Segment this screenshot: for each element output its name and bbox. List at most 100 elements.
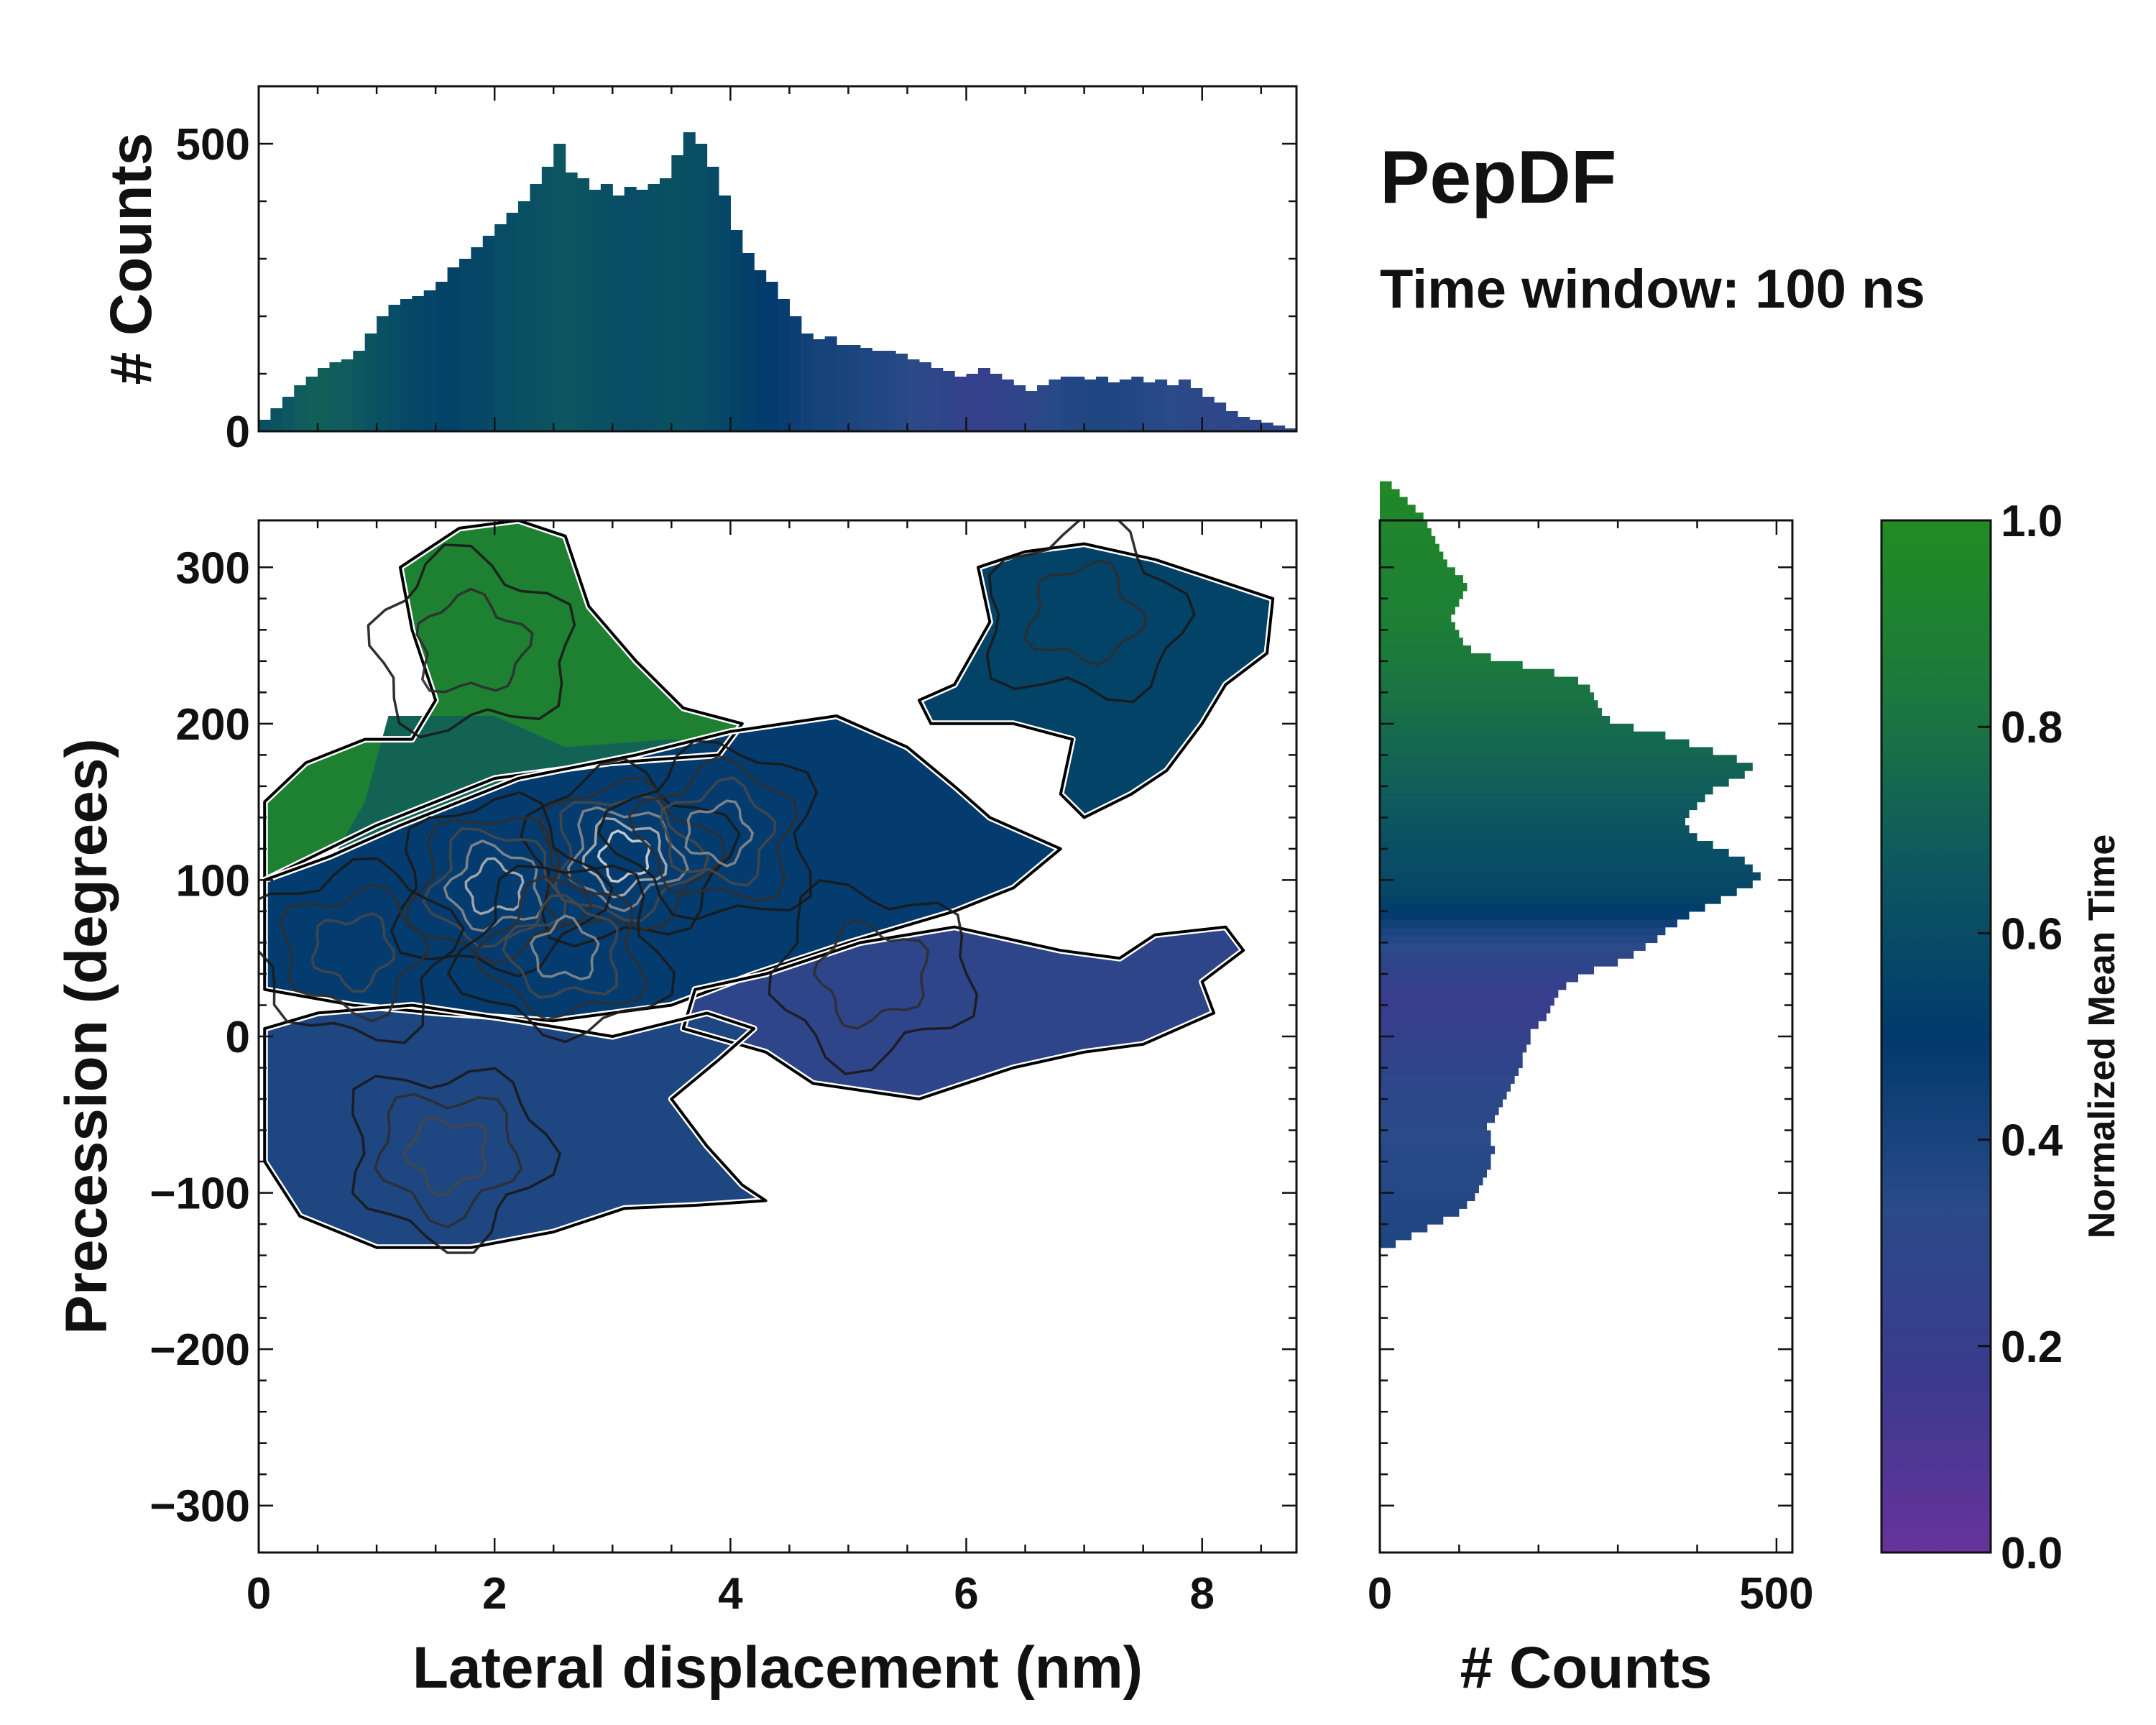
top-histogram-bar [353,351,366,431]
right-histogram-panel: 0 500 # Counts [1368,481,1814,1701]
top-histogram-bar [377,316,390,431]
right-histogram-bar [1380,505,1416,513]
heatmap-density-contour [768,879,979,1075]
main-xlabel: Lateral displacement (nm) [413,1635,1143,1701]
top-histogram-bar [789,316,802,431]
heatmap-density-contour [502,893,619,999]
right-histogram-bar [1380,770,1745,779]
top-histogram-bar [918,362,931,431]
heatmap-density-contour [659,776,777,887]
top-histogram-bar [872,351,885,431]
top-histogram-bar [436,282,448,431]
right-histogram-bar [1380,1036,1531,1045]
top-histogram-bar [754,270,767,431]
heatmap-density-contour [405,816,593,965]
top-histogram-bar [954,377,967,431]
colorbar-label: Normalized Mean Time [2081,834,2123,1239]
top-histogram-bar [388,305,401,431]
heatmap-density-contour [402,1116,488,1197]
right-histogram-bar [1380,1106,1499,1116]
colorbar-tick-label: 0.0 [2001,1529,2063,1578]
right-histogram-bar [1380,794,1705,803]
right-histogram-bars [1380,481,1761,1248]
top-histogram-bar [1084,380,1097,431]
heatmap-density-contour [310,912,395,993]
main-heatmap-ticks: 0 2 4 6 8 300 200 100 0 −100 −200 −300 [149,520,1296,1619]
top-histogram-bar [824,336,837,431]
top-histogram-bar [1178,380,1191,431]
right-histogram-bar [1380,1013,1547,1021]
right-histogram-bar [1380,934,1658,944]
right-histogram-xtick-label: 500 [1739,1569,1813,1619]
main-ylabel: Precession (degrees) [54,738,119,1335]
top-histogram-bar [1060,377,1073,431]
right-histogram-bar [1380,833,1697,842]
top-histogram-bar [1237,417,1250,431]
top-histogram-bar [718,196,731,431]
top-histogram-bar [837,345,849,431]
heatmap-density-contour [464,857,525,916]
top-histogram-bar [364,334,377,431]
top-histogram-bar [612,196,625,431]
top-histogram-bar [1131,377,1144,431]
right-histogram-bar [1380,520,1428,529]
right-histogram-bar [1380,1052,1523,1061]
right-histogram-bar [1380,958,1618,967]
heatmap-contours [259,520,1276,1254]
heatmap-density-contour [684,799,754,868]
top-histogram-bar [1037,385,1050,431]
colorbar-tick-label: 0.4 [2001,1116,2063,1166]
top-histogram-bar [553,144,566,431]
top-histogram-bar [1166,385,1179,431]
top-histogram-bar [412,296,425,431]
main-heatmap-panel: 0 2 4 6 8 300 200 100 0 −100 −200 −300 Lateral disp… [54,519,1298,1701]
right-histogram-bar [1380,528,1432,537]
right-histogram-bar [1380,1029,1531,1037]
top-histogram-bar [577,178,590,431]
right-histogram-bar [1380,551,1444,560]
right-histogram-bar [1380,911,1690,920]
right-histogram-bar [1380,926,1666,936]
colorbar-tick-label: 0.8 [2001,703,2063,753]
right-histogram-bar [1380,1059,1523,1069]
right-histogram-bar [1380,747,1713,755]
top-histogram-bar [848,345,861,431]
main-ytick-label: −100 [149,1169,250,1219]
right-histogram-bar [1380,1005,1551,1013]
top-histogram-bar [860,348,872,431]
right-histogram-bar [1380,543,1439,553]
heatmap-density-contour [597,740,819,921]
right-histogram-bar [1380,1091,1507,1100]
top-histogram-bar [565,172,578,431]
top-histogram-bar [447,267,460,431]
colorbar-gradient [1880,519,1992,1554]
top-histogram-bar [329,362,342,431]
right-histogram-bar [1380,715,1611,724]
top-histogram-bar [1190,388,1203,431]
heatmap-density-contour [351,1067,561,1254]
top-histogram-bar [282,397,295,431]
right-histogram-bar [1380,723,1634,732]
right-histogram-bar [1380,1239,1396,1248]
heatmap-density-contour [443,840,544,932]
right-histogram-bar [1380,817,1685,826]
right-histogram-bar [1380,942,1646,951]
right-histogram-bar [1380,1177,1483,1186]
top-histogram-bar [589,190,602,431]
top-histogram-bar [966,374,979,431]
top-histogram-bar [1143,382,1156,431]
top-histogram-bar [530,184,543,431]
right-histogram-bar [1380,668,1554,678]
top-histogram-bar [942,371,955,431]
right-histogram-bar [1380,919,1677,928]
top-histogram-panel: 0 500 # Counts [98,85,1298,457]
chart-subtitle: Time window: 100 ns [1380,259,1925,320]
right-histogram-xtick-label: 0 [1368,1569,1392,1619]
right-histogram-bar [1380,856,1745,865]
colorbar-tick-label: 0.6 [2001,909,2063,959]
top-histogram-bar [1001,380,1014,431]
heatmap-density-contour [553,794,710,923]
top-histogram-bar [730,230,743,431]
top-histogram-bar [1096,377,1109,431]
